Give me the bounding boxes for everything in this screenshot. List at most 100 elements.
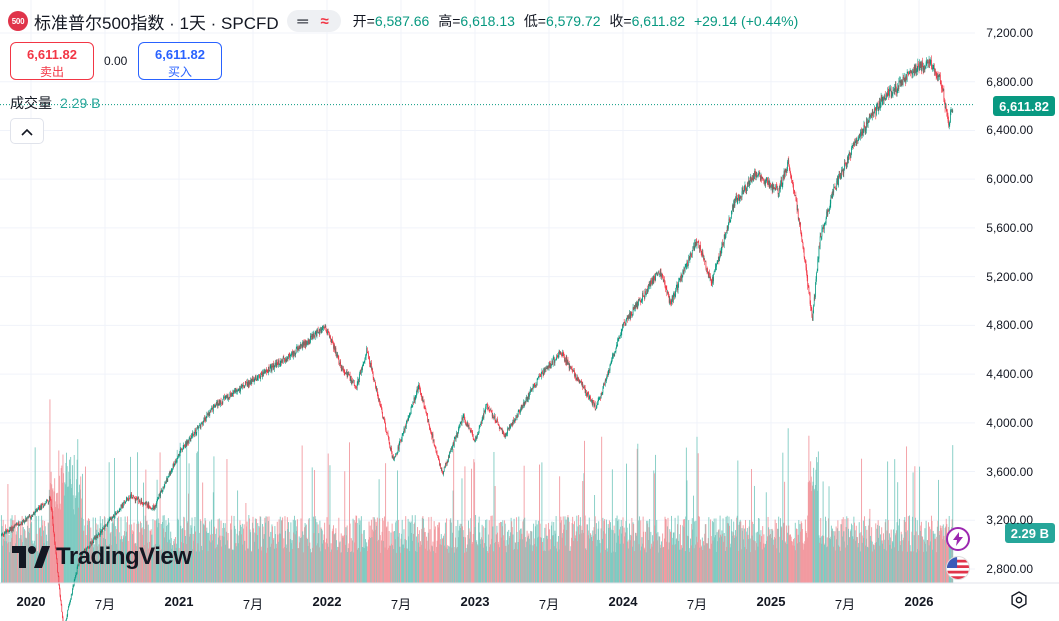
candle-body: [540, 371, 542, 377]
volume-bar: [604, 519, 606, 583]
volume-bar: [696, 436, 698, 583]
candle-body: [702, 252, 704, 255]
candle-body: [133, 495, 134, 497]
volume-bar: [331, 531, 333, 583]
volume-bar: [468, 520, 469, 583]
candle-body: [41, 504, 43, 509]
candle-body: [96, 535, 98, 539]
candle-body: [345, 373, 347, 374]
volume-bar: [168, 522, 170, 583]
candle-body: [432, 434, 433, 438]
candle-body: [310, 335, 312, 337]
candle-body: [330, 336, 331, 340]
volume-bar: [770, 529, 772, 583]
volume-bar: [610, 522, 612, 583]
candle-body: [75, 575, 76, 578]
candle-body: [535, 385, 536, 386]
volume-bar: [408, 536, 410, 583]
candle-body: [662, 276, 664, 281]
candle-body: [897, 87, 899, 90]
volume-bar: [544, 527, 546, 583]
buy-button[interactable]: 6,611.82 买入: [138, 42, 222, 80]
candle-body: [699, 245, 701, 249]
volume-bar: [887, 461, 889, 583]
candle-body: [80, 555, 82, 557]
volume-bar: [190, 527, 192, 583]
candle-body: [552, 358, 554, 365]
volume-bar: [755, 532, 757, 583]
volume-bar: [96, 546, 98, 583]
indicator-toggle-pill[interactable]: ═ ≈: [286, 10, 341, 32]
candle-body: [620, 331, 622, 336]
volume-bar: [787, 428, 789, 583]
candle-body: [414, 398, 416, 402]
us-flag-icon[interactable]: [946, 556, 970, 580]
volume-bar: [569, 550, 571, 583]
volume-bar: [896, 522, 898, 583]
candle-body: [196, 427, 198, 433]
symbol-logo[interactable]: 500: [8, 11, 28, 31]
volume-bar: [138, 523, 140, 583]
volume-bar: [278, 519, 280, 583]
candle-body: [112, 516, 114, 518]
symbol-title[interactable]: 标准普尔500指数 · 1天 · SPCFD: [34, 13, 279, 33]
volume-bar: [788, 535, 790, 583]
volume-bar: [124, 531, 125, 583]
candle-body: [218, 404, 220, 406]
volume-bar: [146, 520, 148, 583]
volume-bar: [854, 530, 856, 583]
volume-bar: [752, 524, 754, 583]
candle-body: [325, 326, 327, 330]
volume-bar: [514, 542, 516, 583]
candle-body: [216, 402, 218, 406]
equals-icon[interactable]: ═: [297, 12, 308, 30]
volume-bar: [248, 518, 250, 583]
candle-body: [789, 168, 791, 172]
candle-body: [915, 64, 916, 73]
x-tick-label: 2026: [904, 594, 934, 609]
wave-icon[interactable]: ≈: [320, 12, 329, 30]
settings-icon[interactable]: [1010, 591, 1028, 609]
volume-bar: [114, 458, 115, 583]
candle-body: [764, 181, 766, 184]
volume-bar: [328, 546, 330, 583]
candle-body: [733, 201, 735, 206]
volume-bar: [494, 486, 496, 583]
candle-body: [246, 383, 248, 386]
sell-button[interactable]: 6,611.82 卖出: [10, 42, 94, 80]
candle-body: [78, 559, 80, 566]
volume-bar: [203, 524, 205, 583]
volume-bar: [714, 535, 716, 583]
volume-bar: [692, 495, 694, 583]
candle-body: [768, 180, 769, 185]
volume-bar: [473, 462, 475, 583]
volume-bar: [119, 539, 121, 583]
volume-bar: [565, 519, 567, 583]
volume-bar: [87, 525, 89, 583]
candle-body: [115, 513, 117, 514]
candle-body: [649, 282, 651, 287]
volume-bar: [656, 520, 658, 583]
tradingview-logo[interactable]: TradingView: [12, 543, 192, 571]
candle-body: [211, 408, 212, 410]
change-value: +29.14 (+0.44%): [693, 13, 799, 29]
candle-body: [599, 397, 601, 400]
volume-bar: [103, 538, 105, 583]
candle-body: [647, 288, 649, 293]
volume-bar: [567, 515, 569, 583]
collapse-legend-button[interactable]: [10, 118, 44, 144]
volume-bar: [275, 548, 277, 583]
volume-bar: [188, 493, 189, 583]
volume-bar: [285, 530, 287, 583]
volume-legend[interactable]: 成交量 2.29 B: [10, 93, 100, 113]
candle-body: [602, 388, 604, 393]
candle-body: [484, 410, 485, 413]
candle-body: [848, 153, 850, 155]
lightning-icon[interactable]: [946, 527, 970, 551]
volume-bar: [935, 538, 937, 583]
candle-body: [857, 140, 859, 142]
candle-body: [935, 73, 937, 75]
candle-body: [536, 379, 538, 386]
volume-bar: [592, 535, 594, 583]
